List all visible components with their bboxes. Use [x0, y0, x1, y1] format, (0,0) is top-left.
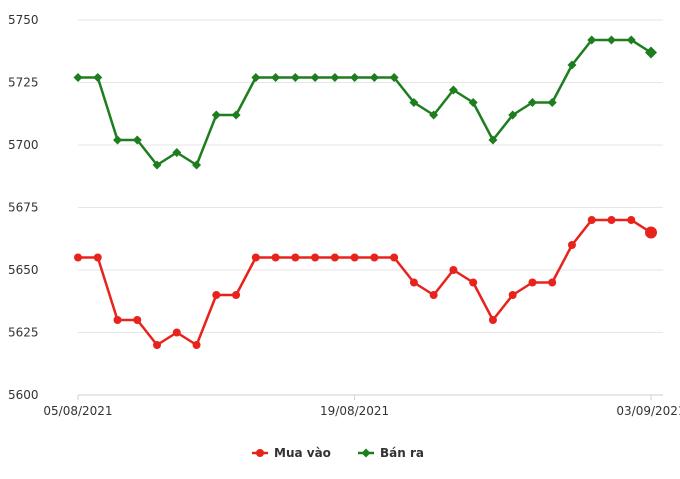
legend-item-mua-vao[interactable]: Mua vào [252, 446, 331, 460]
data-point[interactable] [251, 253, 260, 262]
legend-item-ban-ra[interactable]: Bán ra [358, 446, 424, 460]
data-point[interactable] [468, 98, 478, 107]
data-point[interactable] [587, 216, 596, 224]
data-point[interactable] [547, 98, 557, 107]
data-point[interactable] [330, 253, 339, 262]
data-point[interactable] [528, 278, 537, 287]
data-point[interactable] [488, 135, 498, 145]
data-point[interactable] [567, 60, 577, 70]
data-point[interactable] [607, 216, 616, 224]
data-point[interactable] [133, 316, 142, 324]
data-point[interactable] [192, 341, 201, 349]
data-point[interactable] [527, 98, 537, 107]
y-tick-label: 5675 [8, 201, 39, 215]
data-point[interactable] [390, 253, 399, 262]
x-tick-label: 03/09/2021 [616, 404, 680, 418]
legend[interactable]: Mua vào Bán ra [252, 446, 424, 460]
y-tick-label: 5700 [8, 138, 39, 152]
data-point[interactable] [645, 46, 657, 59]
data-point[interactable] [73, 73, 83, 82]
series-mua-vao [74, 216, 657, 349]
legend-label: Bán ra [380, 446, 424, 460]
data-point[interactable] [645, 226, 657, 239]
data-point[interactable] [626, 35, 636, 45]
y-axis-ticks: 5600 5625 5650 5675 5700 5725 5750 [8, 13, 39, 402]
series-line [78, 218, 652, 347]
data-point[interactable] [548, 278, 557, 287]
y-tick-label: 5625 [8, 326, 39, 340]
data-point[interactable] [93, 253, 102, 262]
data-point[interactable] [311, 253, 320, 262]
y-tick-label: 5750 [8, 13, 39, 27]
y-tick-label: 5725 [8, 76, 39, 90]
data-point[interactable] [448, 85, 458, 95]
data-point[interactable] [93, 73, 103, 82]
data-point[interactable] [290, 73, 300, 82]
series-group [73, 35, 657, 349]
data-point[interactable] [587, 35, 597, 45]
data-point[interactable] [508, 110, 518, 120]
data-point[interactable] [508, 291, 517, 299]
data-point[interactable] [310, 73, 320, 82]
data-point[interactable] [350, 73, 360, 82]
data-point[interactable] [627, 216, 636, 224]
data-point[interactable] [449, 266, 458, 274]
data-point[interactable] [488, 316, 497, 324]
x-axis-ticks: 05/08/2021 19/08/2021 03/09/2021 [43, 395, 680, 418]
data-point[interactable] [113, 316, 122, 324]
data-point[interactable] [271, 253, 280, 262]
data-point[interactable] [231, 110, 241, 120]
data-point[interactable] [152, 160, 162, 170]
data-point[interactable] [192, 160, 202, 170]
data-point[interactable] [211, 110, 221, 120]
data-point[interactable] [369, 73, 379, 82]
data-point[interactable] [113, 135, 123, 145]
legend-marker-icon [361, 448, 371, 458]
data-point[interactable] [212, 291, 221, 299]
data-point[interactable] [251, 73, 261, 82]
data-point[interactable] [291, 253, 300, 262]
y-tick-label: 5650 [8, 263, 39, 277]
data-point[interactable] [350, 253, 359, 262]
series-ban-ra [73, 35, 657, 170]
data-point[interactable] [567, 241, 576, 249]
y-tick-label: 5600 [8, 388, 39, 402]
legend-marker-icon [256, 449, 264, 457]
x-tick-label: 19/08/2021 [320, 404, 389, 418]
data-point[interactable] [389, 73, 399, 82]
data-point[interactable] [409, 98, 419, 107]
data-point[interactable] [74, 253, 82, 262]
data-point[interactable] [469, 278, 478, 287]
data-point[interactable] [429, 110, 439, 120]
data-point[interactable] [370, 253, 379, 262]
data-point[interactable] [232, 291, 241, 299]
data-point[interactable] [409, 278, 418, 287]
data-point[interactable] [606, 35, 616, 45]
data-point[interactable] [271, 73, 281, 82]
data-point[interactable] [429, 291, 438, 299]
legend-label: Mua vào [274, 446, 331, 460]
data-point[interactable] [172, 328, 181, 337]
data-point[interactable] [132, 135, 142, 145]
series-line [78, 38, 652, 167]
data-point[interactable] [172, 148, 182, 157]
data-point[interactable] [153, 341, 162, 349]
x-tick-label: 05/08/2021 [43, 404, 112, 418]
data-point[interactable] [330, 73, 340, 82]
